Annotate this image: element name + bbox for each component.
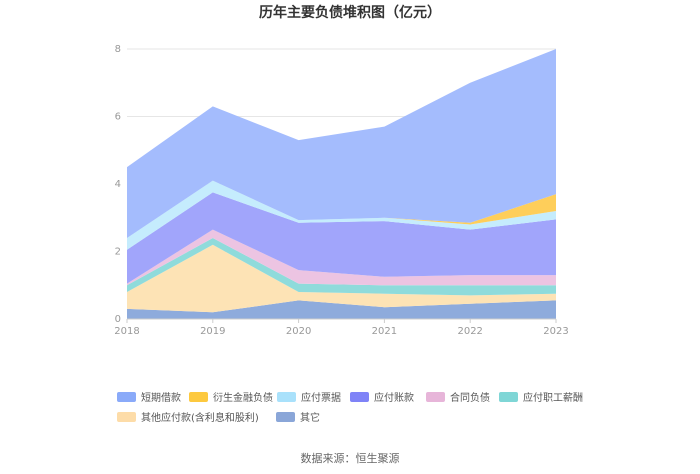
x-tick-label: 2018: [114, 326, 139, 337]
y-tick-label: 8: [115, 44, 121, 55]
legend-swatch: [276, 412, 295, 422]
y-tick-label: 2: [115, 247, 121, 258]
area-series-3: [127, 229, 556, 286]
area-series-7: [127, 49, 556, 238]
legend-label: 应付职工薪酬: [523, 391, 583, 404]
legend-item[interactable]: 应付职工薪酬: [499, 391, 583, 404]
y-tick-label: 0: [115, 314, 121, 325]
x-tick-label: 2020: [286, 326, 311, 337]
legend-item[interactable]: 应付账款: [350, 391, 414, 404]
data-source: 数据来源：恒生聚源: [301, 451, 400, 465]
legend-item[interactable]: 衍生金融负债: [189, 391, 273, 404]
stacked-areas: [127, 49, 556, 319]
y-tick-label: 4: [115, 179, 121, 190]
legend-swatch: [350, 392, 369, 402]
legend-swatch: [189, 392, 208, 402]
y-tick-label: 6: [115, 112, 121, 123]
area-series-1: [127, 244, 556, 313]
legend-label: 合同负债: [450, 391, 490, 404]
legend-label: 其他应付款(含利息和股利): [141, 411, 259, 424]
legend-label: 其它: [300, 411, 320, 424]
legend-item[interactable]: 其它: [276, 411, 320, 424]
legend-label: 衍生金融负债: [213, 391, 273, 404]
x-tick-label: 2019: [200, 326, 225, 337]
legend: 短期借款 衍生金融负债 应付票据 应付账款 合同负债 应付职工薪酬其他应付款(含利息和股利…: [117, 391, 583, 424]
x-tick-label: 2023: [543, 326, 568, 337]
legend-swatch: [117, 412, 136, 422]
x-tick-label: 2021: [372, 326, 397, 337]
legend-item[interactable]: 合同负债: [426, 391, 490, 404]
chart-title: 历年主要负债堆积图（亿元）: [259, 4, 441, 21]
area-series-4: [127, 192, 556, 284]
x-tick-label: 2022: [457, 326, 482, 337]
legend-swatch: [117, 392, 136, 402]
legend-swatch: [426, 392, 445, 402]
legend-item[interactable]: 应付票据: [277, 391, 341, 404]
axes: 0 2 4 6 8 2018 2019 2020 2021 2022 2023: [114, 44, 568, 337]
legend-swatch: [277, 392, 296, 402]
legend-item[interactable]: 其他应付款(含利息和股利): [117, 411, 259, 424]
legend-label: 应付账款: [374, 391, 414, 404]
legend-label: 应付票据: [301, 391, 341, 404]
area-series-5: [127, 180, 556, 250]
legend-label: 短期借款: [141, 391, 181, 404]
area-series-0: [127, 300, 556, 319]
area-series-2: [127, 238, 556, 296]
legend-swatch: [499, 392, 518, 402]
legend-item[interactable]: 短期借款: [117, 391, 181, 404]
